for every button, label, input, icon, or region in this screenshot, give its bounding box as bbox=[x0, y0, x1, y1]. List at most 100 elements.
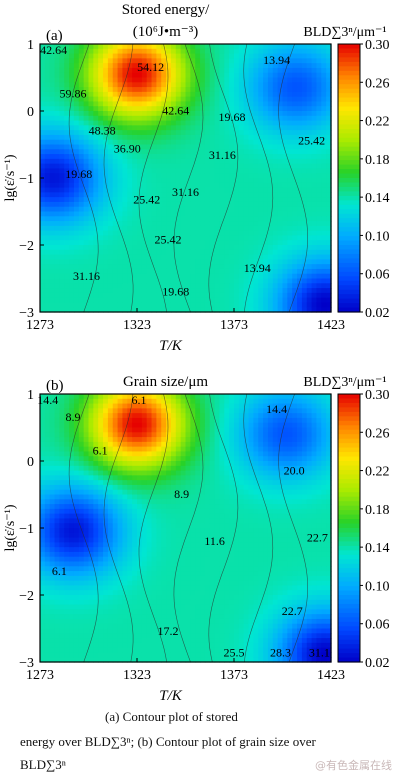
heatmap-cell bbox=[83, 403, 90, 409]
heatmap-cell bbox=[88, 101, 94, 107]
heatmap-cell bbox=[88, 307, 94, 313]
heatmap-cell bbox=[141, 642, 148, 649]
heatmap-cell bbox=[44, 461, 51, 467]
heatmap-cell bbox=[195, 197, 201, 203]
heatmap-cell bbox=[73, 216, 80, 222]
heatmap-cell bbox=[151, 264, 157, 270]
heatmap-cell bbox=[112, 53, 119, 59]
heatmap-cell bbox=[258, 77, 264, 83]
heatmap-cell bbox=[98, 211, 104, 217]
heatmap-cell bbox=[83, 230, 90, 237]
heatmap-cell bbox=[156, 599, 162, 606]
heatmap-cell bbox=[73, 441, 80, 448]
heatmap-cell bbox=[229, 87, 235, 93]
heatmap-cell bbox=[161, 77, 167, 83]
heatmap-cell bbox=[98, 158, 104, 165]
heatmap-cell bbox=[200, 130, 206, 136]
heatmap-cell bbox=[40, 283, 46, 289]
heatmap-cell bbox=[190, 58, 196, 64]
heatmap-cell bbox=[263, 106, 269, 112]
heatmap-cell bbox=[141, 614, 148, 620]
heatmap-cell bbox=[103, 87, 109, 93]
colorbar-segment bbox=[338, 231, 360, 237]
heatmap-cell bbox=[107, 422, 114, 429]
heatmap-cell bbox=[229, 297, 235, 304]
heatmap-cell bbox=[98, 201, 104, 208]
heatmap-cell bbox=[69, 470, 75, 476]
heatmap-cell bbox=[292, 297, 298, 304]
heatmap-cell bbox=[209, 149, 216, 155]
heatmap-cell bbox=[151, 63, 157, 69]
colorbar-frame bbox=[337, 43, 361, 313]
heatmap-cell bbox=[127, 72, 133, 79]
heatmap-cell bbox=[88, 480, 94, 486]
heatmap-cell bbox=[146, 551, 153, 558]
heatmap-cell bbox=[219, 216, 225, 222]
heatmap-cell bbox=[301, 134, 308, 141]
heatmap-cell bbox=[98, 518, 104, 524]
heatmap-cell bbox=[69, 187, 75, 193]
heatmap-cell bbox=[170, 168, 177, 174]
colorbar-tick-label: 0.22 bbox=[365, 115, 390, 130]
heatmap-cell bbox=[214, 130, 221, 136]
heatmap-cell bbox=[69, 547, 75, 553]
heatmap-cell bbox=[127, 461, 133, 467]
heatmap-cell bbox=[277, 96, 284, 103]
heatmap-cell bbox=[209, 91, 216, 98]
heatmap-cell bbox=[103, 642, 109, 649]
heatmap-cell bbox=[287, 225, 293, 232]
heatmap-cell bbox=[69, 566, 75, 572]
colorbar-segment bbox=[338, 93, 360, 99]
heatmap-cell bbox=[93, 465, 99, 472]
heatmap-cell bbox=[122, 437, 128, 443]
heatmap-cell bbox=[156, 561, 162, 567]
heatmap-cell bbox=[190, 225, 196, 232]
heatmap-cell bbox=[166, 571, 172, 577]
heatmap-cell bbox=[137, 173, 143, 179]
heatmap-cell bbox=[40, 408, 46, 414]
heatmap-cell bbox=[93, 614, 99, 620]
heatmap-cell bbox=[287, 149, 293, 155]
heatmap-cell bbox=[146, 628, 153, 634]
heatmap-cell bbox=[185, 240, 191, 246]
heatmap-cell bbox=[112, 273, 119, 280]
heatmap-cell bbox=[292, 173, 298, 179]
heatmap-cell bbox=[161, 249, 167, 256]
heatmap-cell bbox=[103, 278, 109, 284]
heatmap-cell bbox=[287, 297, 293, 304]
heatmap-cell bbox=[204, 307, 211, 313]
heatmap-cell bbox=[243, 96, 250, 103]
heatmap-cell bbox=[78, 523, 85, 529]
heatmap-cell bbox=[54, 547, 60, 553]
heatmap-cell bbox=[78, 595, 85, 601]
heatmap-cell bbox=[103, 398, 109, 405]
heatmap-cell bbox=[311, 158, 318, 165]
heatmap-cell bbox=[73, 197, 80, 203]
heatmap-cell bbox=[272, 87, 279, 93]
heatmap-cell bbox=[282, 187, 288, 193]
heatmap-cell bbox=[141, 475, 148, 481]
heatmap-cell bbox=[93, 240, 99, 246]
heatmap-cell bbox=[301, 288, 308, 294]
heatmap-cell bbox=[180, 216, 187, 222]
heatmap-cell bbox=[141, 292, 148, 299]
heatmap-cell bbox=[258, 91, 264, 98]
heatmap-cell bbox=[146, 44, 153, 50]
heatmap-cell bbox=[161, 297, 167, 304]
heatmap-cell bbox=[146, 504, 153, 510]
heatmap-cell bbox=[170, 178, 177, 184]
heatmap-cell bbox=[156, 72, 162, 79]
heatmap-cell bbox=[243, 101, 250, 107]
heatmap-cell bbox=[127, 566, 133, 572]
heatmap-cell bbox=[214, 297, 221, 304]
heatmap-cell bbox=[263, 259, 269, 265]
heatmap-cell bbox=[83, 72, 90, 79]
heatmap-cell bbox=[122, 398, 128, 405]
heatmap-cell bbox=[301, 139, 308, 146]
heatmap-cell bbox=[151, 408, 157, 414]
heatmap-cell bbox=[59, 604, 65, 610]
heatmap-cell bbox=[306, 44, 313, 50]
heatmap-cell bbox=[248, 259, 254, 265]
colorbar-segment bbox=[338, 102, 360, 108]
heatmap-cell bbox=[107, 547, 114, 553]
